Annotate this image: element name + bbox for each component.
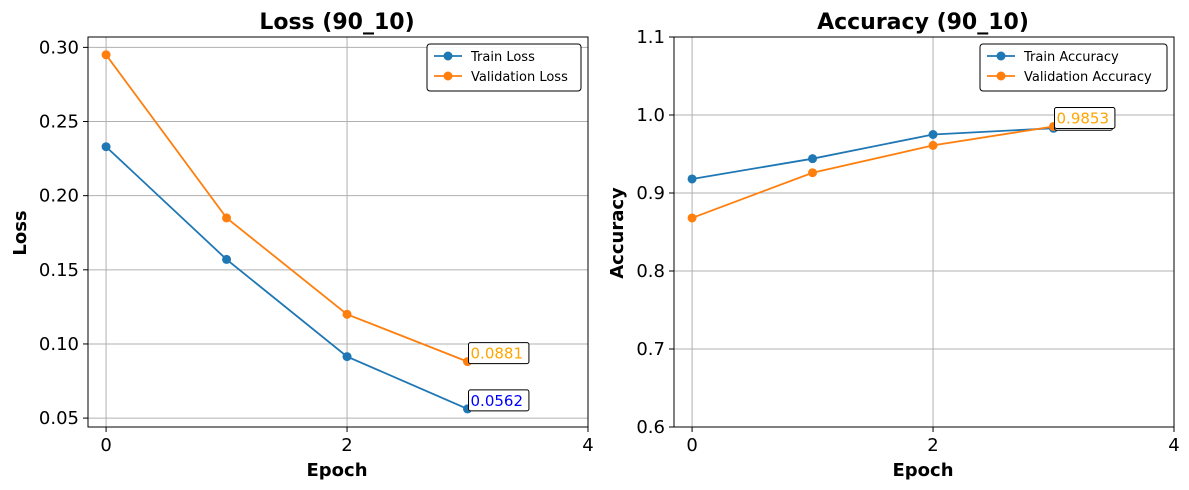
loss-y-tick-label: 0.05 [39, 408, 79, 429]
loss-series-line-1 [105, 54, 468, 363]
accuracy-x-tick-label: 0 [686, 435, 697, 456]
loss-legend-label: Train Loss [470, 50, 535, 65]
accuracy-data-point [928, 140, 938, 150]
loss-legend: Train Loss Validation Loss [426, 43, 582, 92]
accuracy-y-tick-label: 0.9 [636, 183, 665, 204]
loss-data-point [222, 254, 232, 264]
accuracy-series-line-1 [691, 125, 1054, 219]
loss-series-line-0 [105, 146, 468, 410]
accuracy-data-point [687, 174, 697, 184]
accuracy-legend-label: Validation Accuracy [1024, 70, 1152, 85]
loss-x-tick-label: 4 [582, 435, 593, 456]
loss-legend-swatch-marker [443, 51, 453, 61]
loss-data-point [101, 50, 111, 60]
accuracy-data-point [928, 130, 938, 139]
loss-y-tick-label: 0.10 [39, 334, 79, 355]
loss-chart: Loss (90_10) Epoch Loss 0 2 4 0.05 0.10 0.15 0… [10, 10, 594, 481]
accuracy-series-line-0 [691, 127, 1054, 180]
loss-annotation-box [468, 342, 530, 365]
accuracy-legend-frame [979, 43, 1168, 92]
loss-data-point [342, 352, 352, 362]
accuracy-y-tick-label: 0.6 [636, 417, 665, 438]
loss-y-tick-label: 0.25 [39, 112, 79, 133]
loss-legend-label: Validation Loss [471, 70, 568, 85]
loss-data-point [101, 142, 111, 152]
loss-plot-frame [87, 36, 589, 428]
accuracy-annotation-box [1054, 106, 1116, 129]
accuracy-x-tick-label: 2 [927, 435, 938, 456]
accuracy-legend-swatch-marker [996, 51, 1006, 61]
loss-y-tick-label: 0.30 [39, 37, 79, 58]
accuracy-plot-frame [673, 36, 1175, 428]
accuracy-y-tick-label: 1.1 [636, 27, 665, 48]
loss-legend-swatch-marker [443, 71, 453, 81]
loss-y-tick-label: 0.15 [39, 260, 79, 281]
accuracy-chart: Accuracy (90_10) Epoch Accuracy 0 2 4 0.6 0.… [607, 10, 1180, 481]
accuracy-y-tick-label: 1.0 [636, 105, 665, 126]
accuracy-data-point [808, 168, 818, 178]
loss-annotation-box [468, 389, 530, 412]
loss-grid [88, 37, 589, 427]
loss-x-tick-label: 2 [341, 435, 352, 456]
accuracy-grid [674, 36, 1175, 428]
accuracy-annotation-label: 0.9853 [1057, 109, 1110, 127]
loss-data-point [342, 309, 352, 319]
accuracy-y-tick-label: 0.8 [636, 261, 665, 282]
accuracy-legend-swatch-marker [996, 71, 1006, 81]
accuracy-chart-title: Accuracy (90_10) [817, 10, 1029, 35]
accuracy-x-tick-label: 4 [1168, 435, 1179, 456]
accuracy-data-point [687, 213, 697, 223]
loss-y-axis-label: Loss [10, 210, 31, 255]
loss-annotation-label: 0.0881 [471, 345, 524, 363]
accuracy-legend: Train Accuracy Validation Accuracy [979, 43, 1168, 92]
loss-data-point [222, 213, 232, 223]
loss-annotation-label: 0.0562 [471, 392, 524, 410]
loss-legend-frame [426, 43, 582, 92]
accuracy-x-axis-label: Epoch [892, 460, 953, 481]
accuracy-data-point [808, 154, 818, 164]
accuracy-y-tick-label: 0.7 [636, 339, 665, 360]
loss-x-tick-label: 0 [100, 435, 111, 456]
loss-x-axis-label: Epoch [306, 460, 367, 481]
accuracy-legend-label: Train Accuracy [1023, 50, 1119, 65]
loss-y-tick-label: 0.20 [39, 186, 79, 207]
loss-chart-title: Loss (90_10) [259, 10, 414, 35]
accuracy-y-axis-label: Accuracy [607, 187, 628, 279]
